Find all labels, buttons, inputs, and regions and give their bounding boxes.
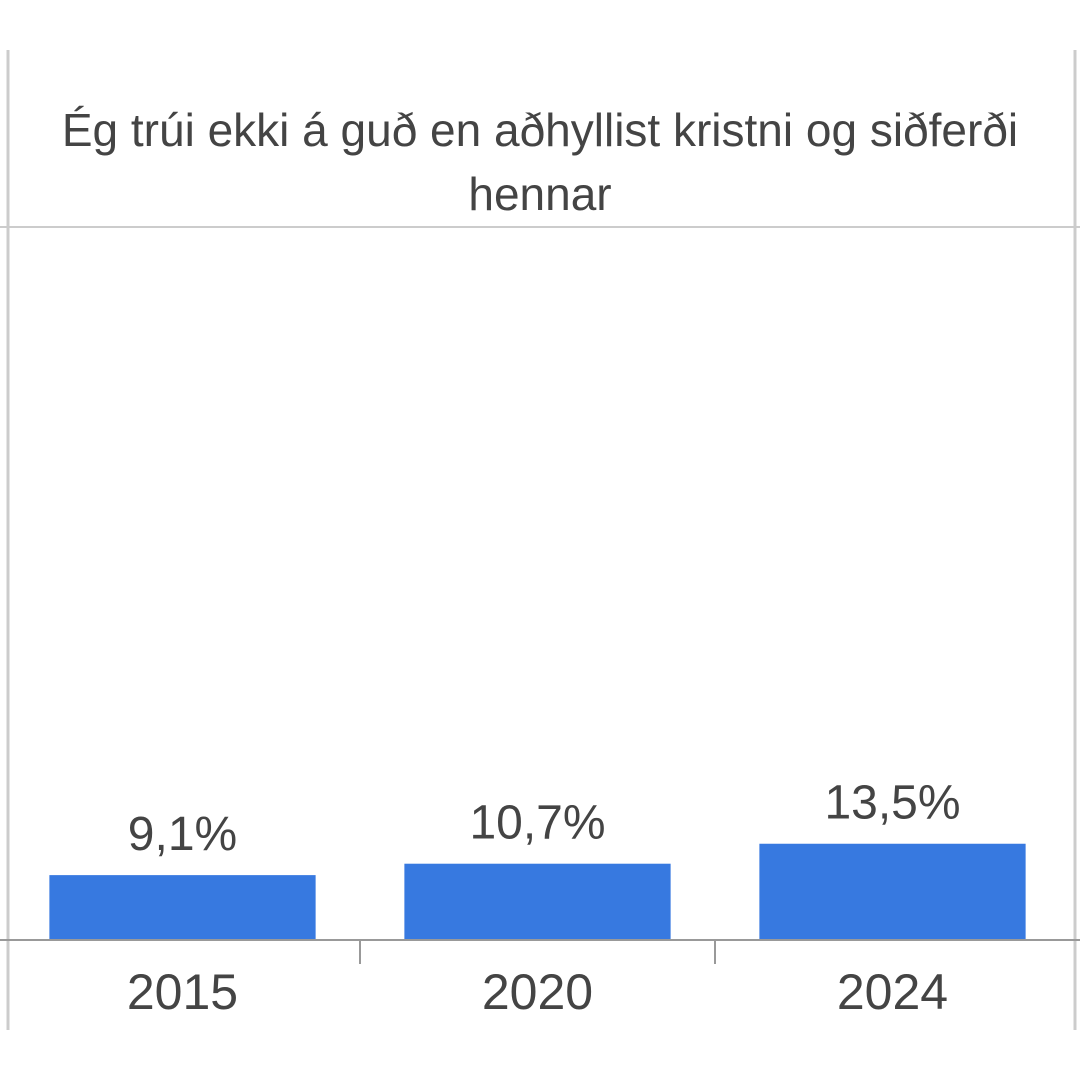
value-label: 9,1% [128, 808, 237, 861]
bar [759, 843, 1026, 940]
value-label: 13,5% [824, 776, 960, 829]
chart-title: Ég trúi ekki á guð en aðhyllist kristni … [61, 104, 1019, 220]
x-tick-label: 2024 [837, 964, 948, 1020]
value-label: 10,7% [469, 796, 605, 849]
bar [49, 875, 316, 940]
x-tick-label: 2015 [127, 964, 238, 1020]
bar [404, 863, 671, 940]
x-tick-label: 2020 [482, 964, 593, 1020]
